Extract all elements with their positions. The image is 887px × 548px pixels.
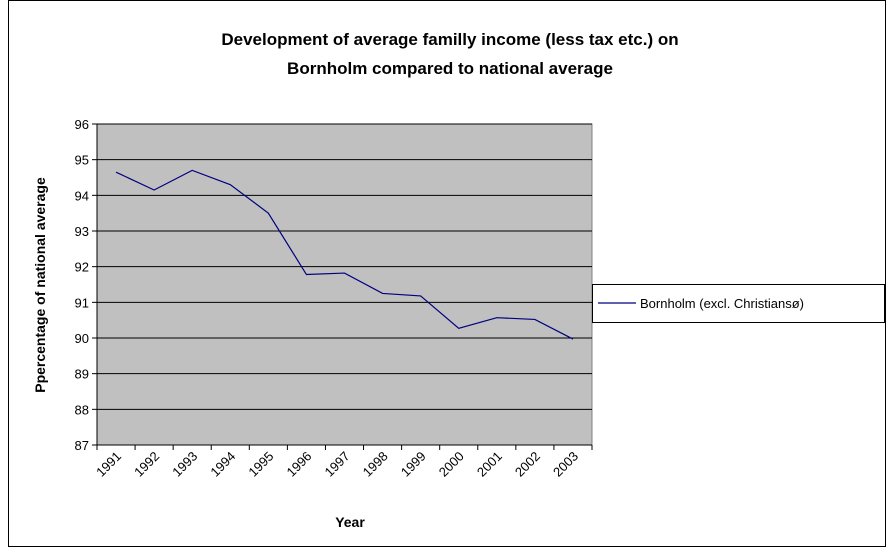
y-tick-label: 89 — [75, 367, 89, 382]
y-tick-label: 94 — [75, 188, 89, 203]
x-axis-title: Year — [335, 514, 365, 530]
y-tick-label: 90 — [75, 331, 89, 346]
data-line — [115, 169, 574, 340]
plot-area — [96, 123, 593, 446]
y-tick-label: 87 — [75, 438, 89, 453]
chart-title: Bornholm compared to national average — [287, 59, 613, 78]
y-axis-title: Ppercentage of national average — [32, 177, 48, 393]
legend-box — [592, 284, 885, 323]
y-tick-label: 96 — [75, 117, 89, 132]
legend-label: Bornholm (excl. Christiansø) — [640, 296, 804, 311]
y-tick-label: 95 — [75, 153, 89, 168]
chart-title: Development of average familly income (l… — [221, 30, 678, 49]
y-tick-label: 92 — [75, 260, 89, 275]
y-tick-label: 88 — [75, 402, 89, 417]
y-tick-label: 91 — [75, 295, 89, 310]
y-tick-label: 93 — [75, 224, 89, 239]
